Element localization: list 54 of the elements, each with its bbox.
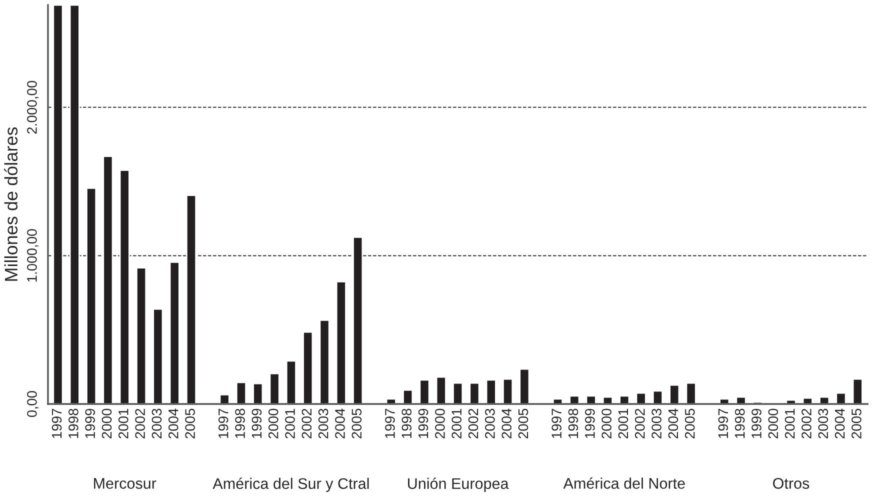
x-tick-label: 2005: [852, 408, 862, 438]
x-tick-label: 1997: [718, 408, 728, 438]
x-tick-label: 2005: [684, 408, 695, 438]
x-tick-label: 2002: [634, 408, 645, 438]
x-tick-label: 1997: [552, 408, 562, 438]
x-tick-label: 2003: [318, 408, 328, 438]
x-tick-label: 2002: [302, 408, 312, 438]
x-tick-label: 2003: [152, 408, 162, 438]
x-tick-label: 2002: [135, 408, 145, 438]
x-tick-label: 1999: [85, 408, 96, 438]
x-tick-label: 1999: [418, 408, 428, 438]
x-tick-label: 1999: [752, 408, 762, 438]
text: América del Sur y Ctral: [212, 478, 369, 492]
x-tick-label: 1999: [252, 408, 262, 438]
x-tick-label: 2003: [485, 408, 495, 438]
x-tick-label: 2004: [335, 408, 345, 438]
x-tick-label: 2000: [768, 408, 778, 438]
x-tick-label: 2000: [268, 408, 278, 438]
x-tick-label: 2003: [818, 408, 828, 438]
y-axis-title: Millones de dólares: [4, 127, 18, 281]
x-tick-label: 2001: [118, 408, 128, 438]
x-tick-label: 1997: [385, 408, 395, 438]
x-tick-label: 2002: [802, 408, 812, 438]
x-tick-label: 2001: [285, 408, 295, 438]
x-tick-label: 2001: [784, 408, 795, 438]
x-tick-label: 2003: [652, 408, 662, 438]
x-tick-label: 2005: [185, 408, 195, 438]
x-tick-label: 2004: [168, 408, 178, 438]
text: Otros: [773, 478, 810, 489]
x-tick-label: 2004: [834, 408, 845, 438]
x-tick-label: 1998: [402, 408, 412, 438]
y-tick-label: 0,00: [27, 391, 39, 417]
x-tick-label: 2000: [102, 408, 112, 438]
x-tick-label: 1999: [584, 408, 595, 438]
x-tick-label: 1998: [235, 408, 245, 438]
x-tick-label: 2005: [518, 408, 528, 438]
x-tick-label: 2005: [352, 408, 362, 438]
text: Unión Europea: [408, 478, 509, 492]
x-tick-label: 2000: [435, 408, 445, 438]
x-tick-label: 2002: [468, 408, 478, 438]
x-tick-label: 1998: [568, 408, 578, 438]
x-tick-label: 1998: [734, 408, 745, 438]
x-tick-label: 2004: [502, 408, 512, 438]
x-tick-label: 2004: [668, 408, 678, 438]
text: Mercosur: [94, 478, 156, 489]
x-tick-label: 1997: [218, 408, 228, 438]
x-tick-label: 2001: [452, 408, 462, 438]
y-tick-label: 2.000,00: [27, 80, 39, 134]
x-tick-label: 1998: [68, 408, 78, 438]
x-tick-label: 1997: [52, 408, 62, 438]
x-tick-label: 2000: [602, 408, 612, 438]
text: América del Norte: [563, 477, 685, 489]
y-tick-label: 1.000,00: [27, 229, 39, 282]
x-tick-label: 2001: [618, 408, 628, 438]
